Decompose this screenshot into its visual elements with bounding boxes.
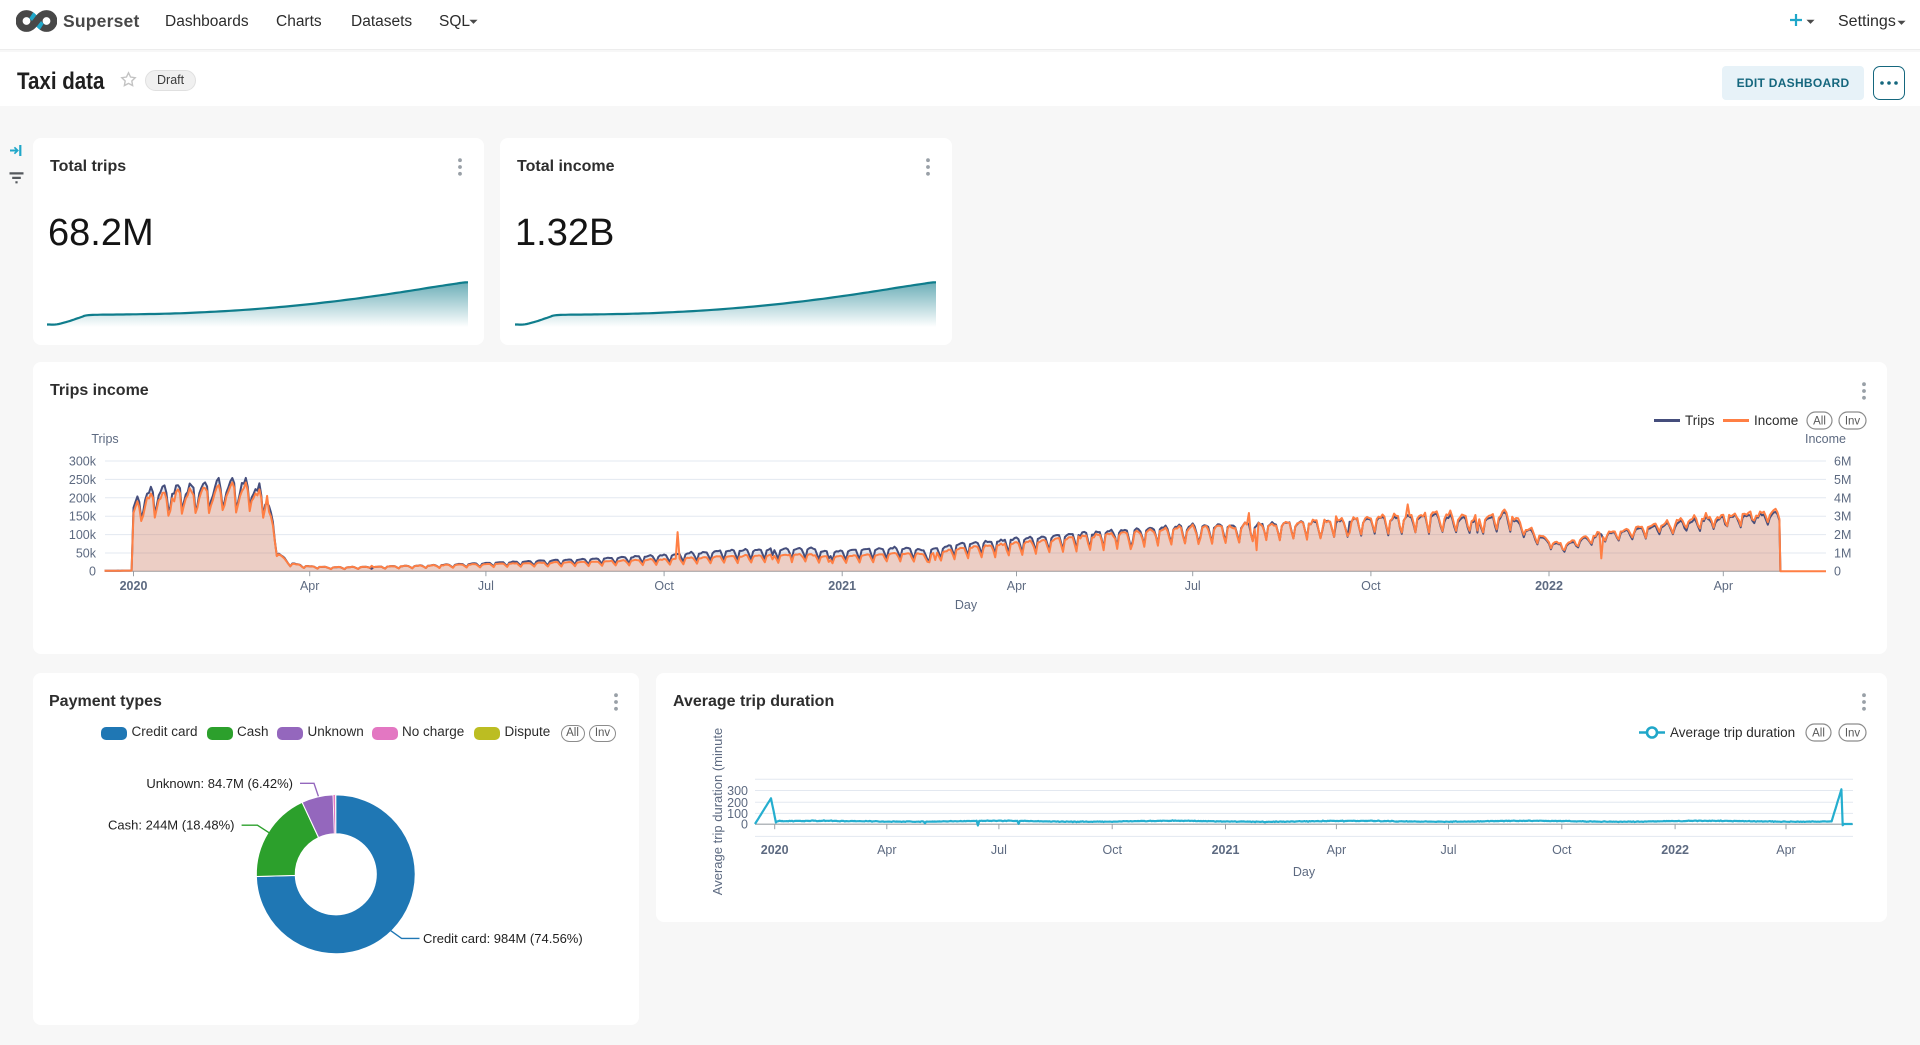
svg-text:Day: Day (955, 598, 978, 612)
svg-text:Jul: Jul (991, 843, 1007, 857)
svg-text:200k: 200k (69, 491, 97, 505)
svg-text:300: 300 (727, 784, 748, 798)
svg-text:100k: 100k (69, 528, 97, 542)
svg-text:Apr: Apr (1776, 843, 1795, 857)
svg-text:Apr: Apr (1007, 579, 1026, 593)
svg-text:2020: 2020 (761, 843, 789, 857)
svg-text:2021: 2021 (828, 579, 856, 593)
svg-text:Jul: Jul (1441, 843, 1457, 857)
svg-text:Credit card: 984M (74.56%): Credit card: 984M (74.56%) (423, 931, 583, 946)
svg-text:Cash: 244M (18.48%): Cash: 244M (18.48%) (108, 818, 234, 833)
svg-text:All: All (1813, 416, 1826, 428)
svg-text:Income: Income (1805, 432, 1846, 446)
svg-text:Trips: Trips (91, 432, 118, 446)
svg-text:Day: Day (1293, 865, 1316, 879)
svg-text:Income: Income (1754, 413, 1798, 428)
svg-text:1M: 1M (1834, 547, 1851, 561)
svg-text:0: 0 (741, 818, 748, 832)
svg-text:0: 0 (1834, 565, 1841, 579)
svg-text:2M: 2M (1834, 528, 1851, 542)
svg-text:Apr: Apr (877, 843, 896, 857)
svg-text:300k: 300k (69, 455, 97, 469)
svg-text:3M: 3M (1834, 510, 1851, 524)
svg-text:Inv: Inv (1845, 416, 1861, 428)
svg-text:Oct: Oct (1552, 843, 1572, 857)
svg-text:Jul: Jul (1185, 579, 1201, 593)
svg-text:6M: 6M (1834, 455, 1851, 469)
svg-text:4M: 4M (1834, 491, 1851, 505)
svg-text:100: 100 (727, 807, 748, 821)
svg-text:2022: 2022 (1535, 579, 1563, 593)
svg-text:Unknown: 84.7M (6.42%): Unknown: 84.7M (6.42%) (146, 776, 293, 791)
svg-text:Average trip duration: Average trip duration (1670, 725, 1795, 740)
svg-text:Apr: Apr (1327, 843, 1346, 857)
svg-text:2020: 2020 (120, 579, 148, 593)
svg-text:Jul: Jul (478, 579, 494, 593)
svg-text:2022: 2022 (1661, 843, 1689, 857)
svg-text:250k: 250k (69, 473, 97, 487)
svg-text:5M: 5M (1834, 473, 1851, 487)
svg-text:Oct: Oct (1361, 579, 1381, 593)
svg-text:50k: 50k (76, 547, 97, 561)
svg-text:Apr: Apr (1714, 579, 1733, 593)
svg-text:Apr: Apr (300, 579, 319, 593)
svg-text:Trips: Trips (1685, 413, 1715, 428)
svg-text:Oct: Oct (1102, 843, 1122, 857)
svg-text:Inv: Inv (1845, 728, 1861, 740)
svg-text:200: 200 (727, 796, 748, 810)
svg-text:All: All (1812, 728, 1825, 740)
svg-text:2021: 2021 (1212, 843, 1240, 857)
svg-text:Average trip duration (minute: Average trip duration (minute (710, 728, 725, 895)
svg-text:Oct: Oct (654, 579, 674, 593)
svg-text:0: 0 (89, 565, 96, 579)
svg-text:150k: 150k (69, 510, 97, 524)
